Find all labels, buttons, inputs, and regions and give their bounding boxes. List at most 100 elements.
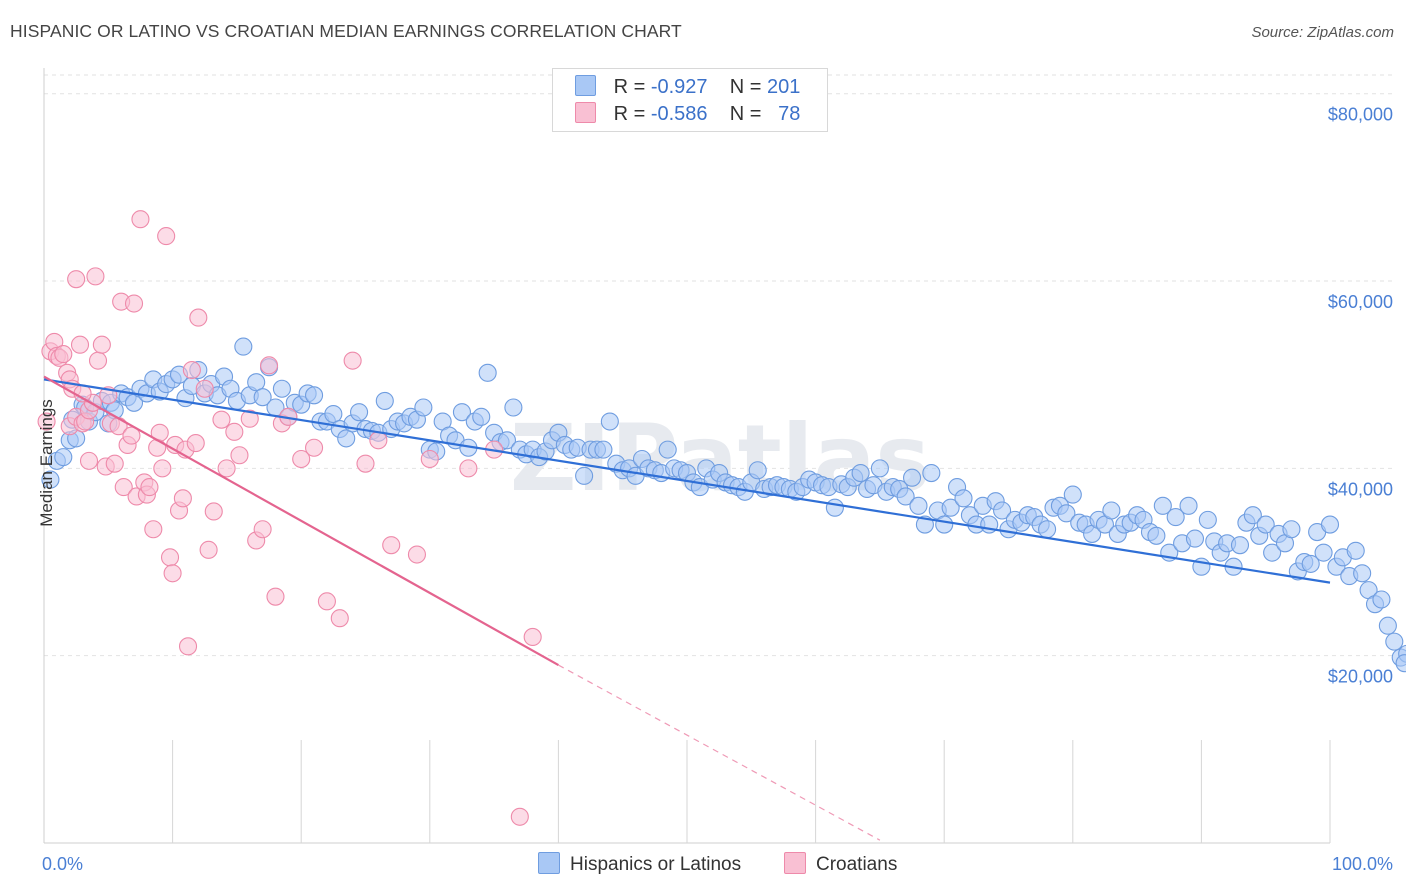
- croatian-point: [523, 627, 542, 647]
- croatian-point: [153, 459, 172, 478]
- axes: [43, 68, 1331, 844]
- croatian-point: [343, 351, 362, 370]
- hispanic-point: [1256, 515, 1275, 534]
- croatian-point: [54, 345, 73, 364]
- hispanic-point: [1166, 508, 1185, 527]
- croatian-trend-line: [43, 375, 559, 667]
- stats-legend-row-hispanic: R = -0.927 N = 201: [575, 75, 800, 99]
- hispanic-point: [1179, 496, 1198, 515]
- legend-swatch: [784, 852, 806, 874]
- croatian-point: [182, 360, 201, 380]
- stats-legend-row-croatian: R = -0.586 N = 78: [575, 102, 800, 126]
- y-tick-label: $60,000: [1328, 292, 1393, 312]
- croatian-point: [114, 478, 133, 497]
- croatian-point: [131, 210, 150, 229]
- hispanic-point: [1198, 510, 1217, 529]
- hispanic-point: [1147, 526, 1166, 545]
- y-axis-label: Median Earnings: [37, 399, 56, 527]
- hispanic-point: [909, 496, 928, 515]
- croatian-point: [204, 502, 223, 521]
- croatian-point: [67, 270, 86, 289]
- hispanic-point: [41, 470, 60, 489]
- y-tick-label: $80,000: [1328, 105, 1393, 125]
- hispanic-point: [1102, 501, 1121, 520]
- croatian-point: [356, 454, 375, 473]
- croatian-point: [122, 426, 141, 445]
- hispanic-point: [851, 463, 870, 483]
- hispanic-point: [941, 498, 960, 517]
- hispanic-point: [1301, 554, 1320, 573]
- r-label: R =: [613, 103, 646, 125]
- hispanic-point: [658, 440, 677, 459]
- hispanic-point: [748, 461, 767, 480]
- croatian-point: [37, 412, 56, 431]
- hispanic-point: [600, 412, 619, 431]
- n-label: N =: [729, 76, 762, 98]
- croatian-point: [420, 449, 439, 469]
- hispanic-point: [478, 363, 497, 382]
- hispanic-point: [472, 407, 491, 426]
- croatian-point: [195, 379, 214, 398]
- hispanic-point: [1057, 504, 1076, 523]
- croatian-point: [510, 807, 529, 826]
- croatian-point: [124, 294, 144, 313]
- chart-source: Source: ZipAtlas.com: [1251, 24, 1394, 41]
- hispanic-point: [935, 515, 954, 534]
- croatian-point: [230, 446, 249, 465]
- hispanic-trend-line: [43, 378, 1331, 584]
- croatian-point: [70, 335, 90, 354]
- hispanic-point: [54, 448, 73, 467]
- hispanic-point: [870, 459, 889, 478]
- croatian-point: [189, 308, 208, 327]
- hispanic-point: [1395, 654, 1406, 673]
- hispanic-point: [305, 386, 324, 405]
- croatian-point: [292, 449, 311, 469]
- y-tick-labels: $20,000 $40,000 $60,000 $80,000: [1328, 105, 1393, 687]
- n-label: N =: [729, 103, 762, 125]
- hispanic-point: [247, 373, 266, 392]
- hispanic-point: [954, 489, 973, 508]
- y-tick-label: $20,000: [1328, 667, 1393, 687]
- croatian-point: [459, 459, 478, 478]
- hispanic-point: [1353, 564, 1372, 583]
- hispanic-point: [337, 429, 356, 448]
- hispanic-point: [1282, 520, 1301, 539]
- hispanic-point: [1185, 529, 1205, 548]
- croatian-point: [240, 409, 259, 428]
- hispanic-point: [993, 501, 1012, 520]
- hispanic-point: [504, 398, 523, 417]
- croatian-point: [212, 410, 231, 429]
- r-value: -0.586: [650, 103, 708, 125]
- croatian-point: [148, 438, 167, 457]
- hispanic-point: [1320, 515, 1340, 534]
- hispanic-point: [234, 337, 253, 356]
- croatian-point: [253, 520, 272, 539]
- hispanic-point: [594, 440, 613, 459]
- hispanic-point: [896, 487, 915, 506]
- croatian-point: [144, 520, 163, 539]
- hispanic-point: [1230, 536, 1250, 555]
- croatian-point: [79, 451, 99, 470]
- croatian-point: [382, 536, 401, 555]
- croatian-point: [86, 267, 105, 286]
- hispanic-point: [1346, 541, 1365, 560]
- legend-swatch: [538, 852, 560, 874]
- croatian-point: [157, 227, 176, 246]
- legend-label: Hispanics or Latinos: [570, 854, 742, 875]
- croatian-point: [88, 351, 108, 370]
- legend-swatch-croatian: [575, 102, 596, 123]
- legend-item-croatians: Croatians: [784, 852, 897, 876]
- croatian-point: [225, 422, 244, 441]
- scatter-points: [37, 210, 1406, 826]
- hispanic-point: [324, 404, 343, 424]
- croatian-point: [259, 356, 279, 375]
- hispanic-point: [272, 379, 291, 398]
- hispanic-point: [825, 498, 844, 517]
- croatian-point: [92, 335, 111, 354]
- x-tick-label: 0.0%: [42, 854, 83, 874]
- legend-swatch-hispanic: [575, 75, 596, 96]
- croatian-point: [105, 454, 124, 473]
- y-tick-label: $40,000: [1328, 479, 1393, 499]
- hispanic-point: [452, 403, 472, 422]
